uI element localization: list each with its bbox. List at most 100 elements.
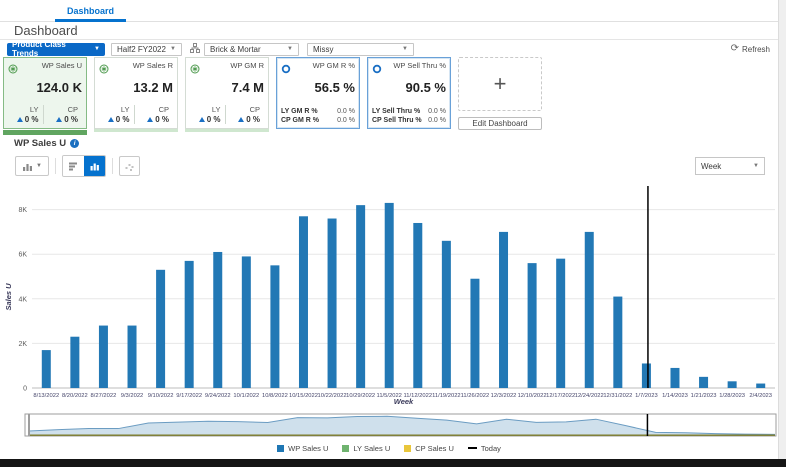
bar-10/22/2022[interactable] [327, 218, 337, 388]
legend-item-ly-sales-u[interactable]: LY Sales U [342, 444, 390, 453]
bar-10/8/2022[interactable] [270, 265, 280, 388]
period-dropdown[interactable]: Half2 FY2022 ▼ [111, 42, 182, 56]
tile-title: WP GM R [230, 61, 264, 70]
ly-value: 0 % [24, 115, 39, 124]
scatter-chart-button[interactable] [119, 156, 140, 176]
x-tick-label: 10/22/2022 [318, 393, 347, 399]
horizontal-bars-button[interactable] [63, 156, 84, 176]
seed-icon [8, 61, 18, 79]
overview-line [28, 415, 776, 435]
tile-wp-gm-r-pct[interactable]: WP GM R % 56.5 % LY GM R % 0.0 % CP GM R… [276, 57, 360, 129]
cp-label: CP [67, 105, 78, 114]
x-tick-label: 12/24/2022 [575, 393, 604, 399]
legend-item-cp-sales-u[interactable]: CP Sales U [404, 444, 454, 453]
bar-1/28/2023[interactable] [727, 381, 737, 388]
preset-dropdown[interactable]: Product Class Trends ▼ [7, 40, 105, 58]
x-tick-label: 9/3/2022 [121, 393, 144, 399]
vertical-bars-button[interactable] [84, 156, 105, 176]
bar-12/10/2022[interactable] [527, 263, 537, 388]
bar-1/7/2023[interactable] [641, 363, 651, 388]
channel-dropdown[interactable]: Brick & Mortar ▼ [204, 42, 299, 56]
x-tick-label: 12/3/2022 [491, 393, 517, 399]
bar-12/24/2022[interactable] [584, 231, 594, 388]
page-header: Dashboard [0, 22, 778, 40]
time-level-value: Week [701, 161, 722, 171]
x-tick-label: 1/28/2023 [719, 393, 745, 399]
add-tile-button[interactable]: + [458, 57, 542, 111]
tab-dashboard[interactable]: Dashboard [55, 3, 127, 22]
edit-dashboard-button[interactable]: Edit Dashboard [458, 117, 542, 130]
bar-12/3/2022[interactable] [499, 231, 509, 388]
x-tick-label: 11/19/2022 [432, 393, 461, 399]
cp-value: 0 % [155, 115, 169, 124]
chart-legend: WP Sales U LY Sales U CP Sales U Today [0, 441, 778, 455]
bar-11/12/2022[interactable] [413, 222, 423, 388]
tile-head: WP Sell Thru % [372, 61, 446, 79]
tile-head: WP Sales U [8, 61, 82, 79]
chart-type-dropdown[interactable]: ▼ [15, 156, 49, 176]
bar-11/5/2022[interactable] [384, 202, 394, 388]
bar-10/29/2022[interactable] [356, 205, 366, 388]
x-tick-label: 12/10/2022 [518, 393, 547, 399]
product-dropdown[interactable]: Missy ▼ [307, 42, 414, 56]
bar-11/26/2022[interactable] [470, 278, 480, 388]
bar-1/21/2023[interactable] [699, 376, 709, 388]
ly-label: LY [211, 105, 221, 114]
chart-section-header: WP Sales U i [14, 138, 80, 149]
tile-wp-sales-u[interactable]: WP Sales U 124.0 K LY 0 % CP 0 % [3, 57, 87, 135]
tile-footer: LY 0 % CP 0 % [190, 105, 264, 124]
time-level-select[interactable]: Week ▼ [695, 157, 765, 175]
refresh-label: Refresh [741, 44, 770, 54]
bar-8/27/2022[interactable] [98, 325, 108, 388]
bar-1/14/2023[interactable] [670, 367, 680, 388]
ly-label: LY Sell Thru % [372, 107, 421, 115]
tile-wp-gm-r[interactable]: WP GM R 7.4 M LY 0 % CP 0 % [185, 57, 269, 132]
info-icon[interactable]: i [70, 139, 80, 148]
ly-label: LY GM R % [281, 107, 318, 115]
bar-9/3/2022[interactable] [127, 325, 137, 388]
tile-value: 56.5 % [314, 80, 355, 95]
bar-9/10/2022[interactable] [156, 269, 166, 388]
y-tick-label: 4K [18, 296, 27, 303]
cp-label: CP [158, 105, 169, 114]
x-tick-label: 10/15/2022 [289, 393, 318, 399]
tile-wp-sales-r[interactable]: WP Sales R 13.2 M LY 0 % CP 0 % [94, 57, 178, 132]
page-title: Dashboard [14, 23, 78, 38]
cp-label: CP Sell Thru % [372, 116, 422, 124]
bar-10/1/2022[interactable] [241, 256, 251, 388]
tile-title: WP Sell Thru % [393, 61, 446, 70]
bar-9/24/2022[interactable] [213, 251, 223, 388]
bar-10/15/2022[interactable] [298, 216, 308, 388]
legend-line-icon [467, 447, 477, 449]
bar-8/20/2022[interactable] [70, 336, 80, 388]
x-tick-label: 9/10/2022 [148, 393, 174, 399]
bar-12/31/2022[interactable] [613, 296, 623, 388]
refresh-button[interactable]: ⟳ Refresh [731, 44, 770, 54]
legend-label: Today [480, 443, 501, 453]
bar-9/17/2022[interactable] [184, 260, 194, 388]
overview-scrubber[interactable] [0, 412, 778, 440]
bar-2/4/2023[interactable] [756, 383, 766, 388]
cp-value: 0 % [64, 115, 78, 124]
bottom-bar [0, 459, 786, 467]
bar-11/19/2022[interactable] [441, 240, 451, 388]
legend-swatch-icon [277, 444, 285, 452]
bar-12/17/2022[interactable] [556, 258, 566, 388]
plus-icon: + [493, 71, 507, 96]
tab-dashboard-label: Dashboard [67, 6, 115, 16]
tile-footer: LY 0 % CP 0 % [99, 105, 173, 124]
overview-left-handle[interactable] [28, 414, 30, 436]
refresh-icon: ⟳ [730, 43, 739, 54]
bar-8/13/2022[interactable] [41, 350, 51, 388]
main-bar-chart[interactable]: 0 2K 4K 6K 8K 8/13/2022 8/20/2022 8/27/2022 9/3/… [0, 182, 778, 412]
tile-wp-sell-thru-pct[interactable]: WP Sell Thru % 90.5 % LY Sell Thru % 0.0… [367, 57, 451, 129]
toolbar-separator [55, 158, 56, 174]
hierarchy-icon [190, 40, 200, 58]
legend-item-today[interactable]: Today [467, 443, 501, 453]
toolbar-separator [112, 158, 113, 174]
legend-item-wp-sales-u[interactable]: WP Sales U [277, 444, 328, 453]
tile-title: WP Sales R [132, 61, 173, 70]
x-tick-label: 12/17/2022 [546, 393, 575, 399]
tile-footer: LY Sell Thru % 0.0 % CP Sell Thru % 0.0 … [372, 107, 446, 125]
ly-value: 0.0 % [337, 107, 355, 115]
